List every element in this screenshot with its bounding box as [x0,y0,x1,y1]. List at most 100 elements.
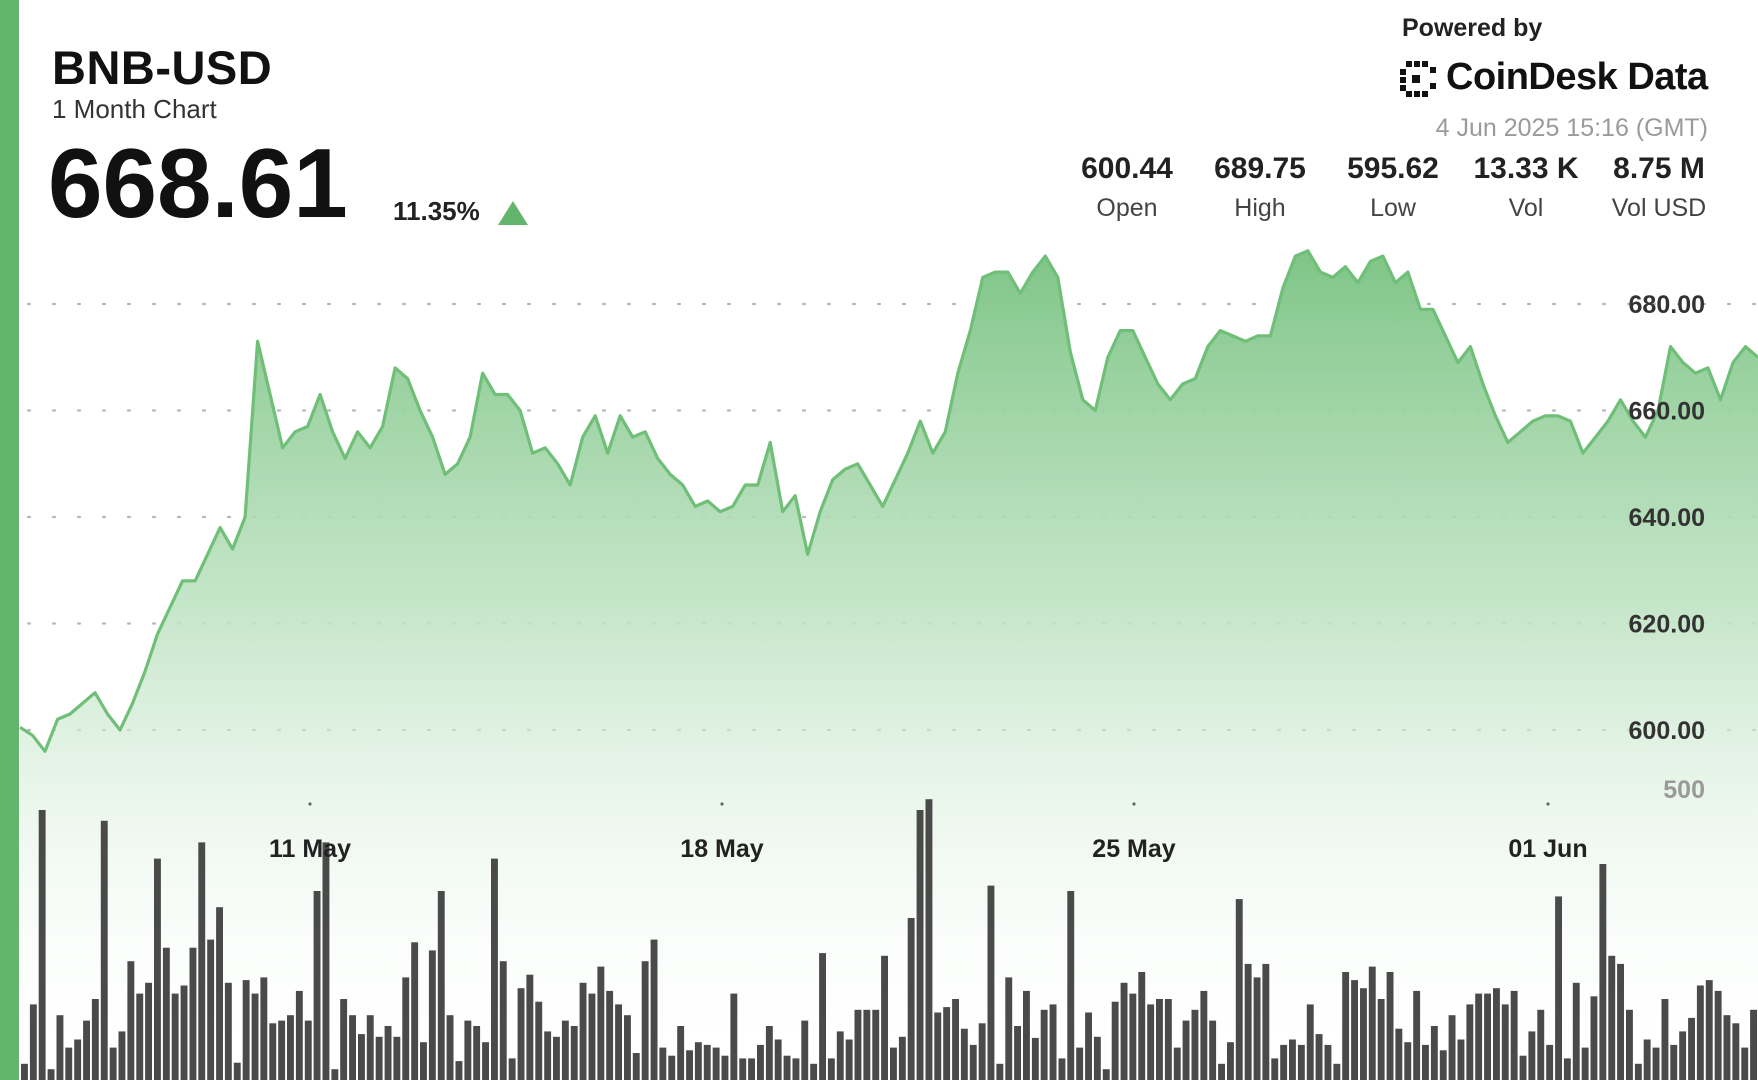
volume-bar [1182,1020,1190,1080]
volume-bar [29,1004,37,1080]
x-axis-labels: 11 May 18 May 25 May 01 Jun [269,802,1588,863]
stat-vol: 13.33 K Vol [1461,152,1591,223]
volume-bar [366,1015,374,1080]
volume-bar [1741,1047,1749,1080]
volume-bar [1262,963,1270,1080]
x-tick-mark [1546,802,1550,806]
volume-bar [233,1062,241,1080]
volume-bar [863,1009,871,1080]
x-tick-mark [720,802,724,806]
volume-bar [1147,1004,1155,1080]
volume-bar [907,918,915,1080]
volume-bar [420,1042,427,1080]
volume-bar [118,1031,126,1080]
volume-bar [1661,999,1669,1080]
volume-bar [987,885,995,1080]
volume-bar [535,1001,543,1080]
volume-bar [1723,1015,1731,1080]
volume-bar [189,947,197,1080]
volume-bar [1023,990,1030,1080]
volume-bar [792,1058,800,1080]
stat-vol-label: Vol [1508,194,1544,222]
price-line-group [19,249,1758,753]
volume-bar [1439,1050,1447,1080]
volume-bar [659,1047,667,1080]
volume-bar [1448,1015,1456,1080]
volume-bar [1475,993,1483,1080]
stat-open-value: 600.44 [1081,152,1173,185]
accent-bar [0,0,19,1080]
volume-bar [615,1004,622,1080]
volume-bar [1297,1044,1305,1080]
volume-bar [499,961,507,1080]
volume-bar [1510,990,1518,1080]
volume-bar [91,999,99,1080]
volume-bar [694,1042,702,1080]
volume-bar [632,1053,640,1080]
volume-bar [1005,977,1013,1080]
price-area [20,250,1758,1080]
volume-bar [1395,1028,1403,1080]
chart-period: 1 Month Chart [52,94,217,124]
volume-bar [641,961,649,1080]
powered-by-label: Powered by [1402,14,1543,42]
volume-bar [827,1058,835,1080]
stat-vol-usd: 8.75 M Vol USD [1594,152,1724,223]
volume-bar [1501,1004,1509,1080]
change-up-arrow-icon [498,201,528,225]
coindesk-logo-icon [1400,60,1436,97]
volume-bar [1626,1009,1633,1080]
volume-bar [109,1047,117,1080]
volume-bar [624,1015,631,1080]
volume-bar [464,1020,472,1080]
volume-bar [890,1047,897,1080]
stat-high-label: High [1234,194,1286,222]
volume-bar [934,1012,942,1080]
volume-scale-label: 500 [1663,776,1705,804]
volume-bar [774,1039,782,1080]
volume-bar [207,939,215,1080]
volume-bar [1235,899,1243,1080]
volume-bar [1076,1047,1084,1080]
volume-bar [952,999,959,1080]
volume-bar [686,1050,693,1080]
volume-bar [1528,1031,1536,1080]
volume-bar [1014,1026,1021,1080]
volume-bar [570,1026,578,1080]
volume-bar [757,1044,764,1080]
volume-bar [1040,1009,1048,1080]
volume-bar [1714,990,1722,1080]
volume-bar [1191,1009,1199,1080]
volume-bar [83,1020,90,1080]
volume-bar [854,1009,862,1080]
volume-bar [588,993,596,1080]
volume-bar [1129,993,1137,1080]
volume-bar [491,858,498,1080]
stat-vol-value: 13.33 K [1473,152,1579,185]
volume-bar [242,980,250,1080]
volume-bar [1466,1004,1474,1080]
volume-bar [606,990,614,1080]
volume-bar [1111,1001,1119,1080]
volume-bar [1306,1004,1314,1080]
volume-bar [171,993,179,1080]
price-change-percent: 11.35% [393,196,480,226]
volume-bar [1750,1009,1757,1080]
volume-bar [1093,1036,1101,1080]
x-tick-mark [1132,802,1136,806]
stat-open: 600.44 Open [1062,152,1192,223]
volume-bar [1430,1026,1438,1080]
volume-bar [1315,1034,1323,1080]
volume-bar [278,1020,286,1080]
volume-bar [304,1020,312,1080]
volume-bar [1049,1004,1057,1080]
volume-bar [65,1047,73,1080]
volume-bar [845,1039,853,1080]
volume-bar [1209,1020,1217,1080]
volume-bar [349,1015,356,1080]
volume-bar [1085,1012,1092,1080]
volume-bar [313,891,321,1080]
volume-bar [1705,980,1713,1080]
stat-open-label: Open [1096,194,1158,222]
